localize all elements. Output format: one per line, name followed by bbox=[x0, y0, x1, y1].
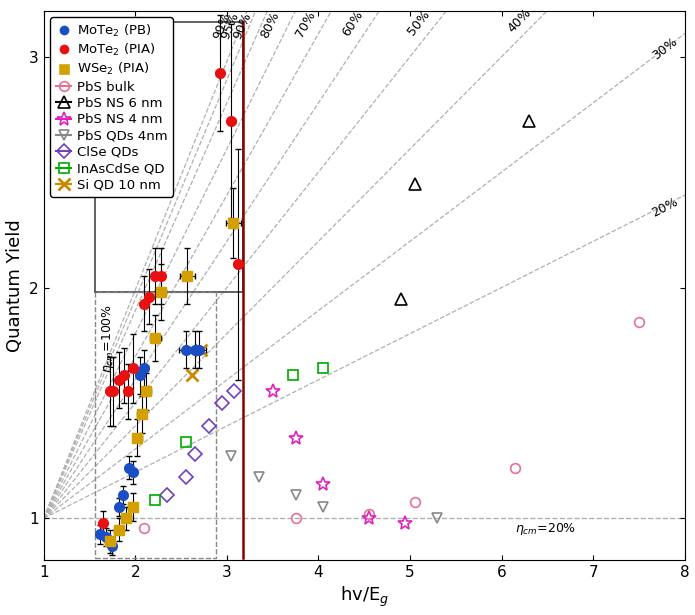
Text: 90%: 90% bbox=[231, 10, 254, 41]
Text: 95%: 95% bbox=[220, 10, 242, 41]
Y-axis label: Quantum Yield: Quantum Yield bbox=[6, 219, 24, 352]
Text: 30%: 30% bbox=[650, 35, 680, 62]
Text: 99%: 99% bbox=[211, 10, 234, 41]
Text: 70%: 70% bbox=[293, 9, 318, 40]
Legend: MoTe$_2$ (PB), MoTe$_2$ (PIA), WSe$_2$ (PIA), PbS bulk, PbS NS 6 nm, PbS NS 4 nm: MoTe$_2$ (PB), MoTe$_2$ (PIA), WSe$_2$ (… bbox=[50, 17, 172, 197]
Text: 60%: 60% bbox=[340, 8, 366, 39]
Text: 20%: 20% bbox=[649, 195, 680, 220]
Text: 50%: 50% bbox=[405, 7, 433, 38]
Text: 40%: 40% bbox=[505, 6, 534, 35]
X-axis label: hv/E$_g$: hv/E$_g$ bbox=[340, 585, 389, 609]
Text: $\eta_{cm}$=100%: $\eta_{cm}$=100% bbox=[99, 304, 115, 373]
Text: $\eta_{cm}$=20%: $\eta_{cm}$=20% bbox=[515, 521, 576, 537]
Text: 80%: 80% bbox=[258, 10, 281, 41]
